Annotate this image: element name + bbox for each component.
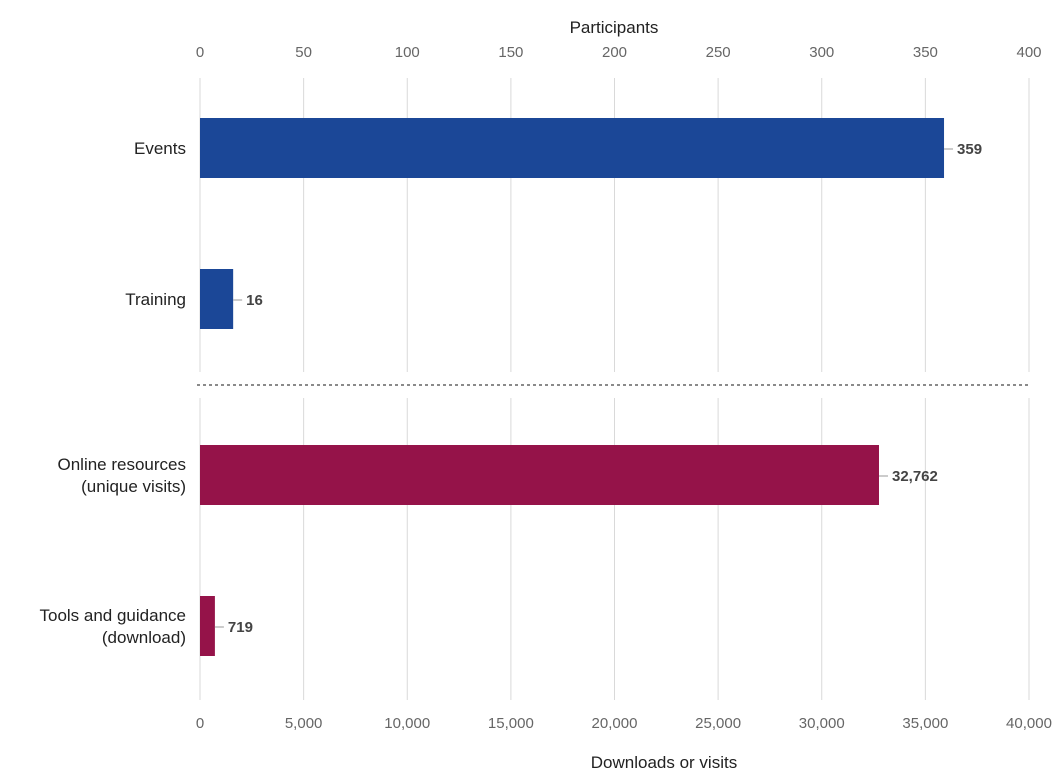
downloads-tick-label: 0 — [196, 715, 204, 732]
category-label-line: Events — [134, 139, 186, 158]
downloads-tick-label: 35,000 — [902, 715, 948, 732]
value-label: 16 — [246, 292, 263, 309]
participants-tick-label: 100 — [395, 44, 420, 61]
participants-tick-label: 50 — [295, 44, 312, 61]
participants-bar — [200, 118, 945, 178]
category-label-line: Online resources — [57, 455, 186, 474]
value-label: 32,762 — [892, 468, 938, 485]
downloads-bar — [200, 445, 879, 505]
downloads-tick-label: 5,000 — [285, 715, 323, 732]
category-label-line: (unique visits) — [81, 477, 186, 496]
value-label: 719 — [228, 619, 253, 636]
participants-tick-label: 200 — [602, 44, 627, 61]
category-label-line: Training — [125, 290, 186, 309]
participants-bar — [200, 269, 234, 329]
participants-tick-label: 300 — [809, 44, 834, 61]
bottom-axis-title: Downloads or visits — [591, 753, 737, 769]
label-layer: 0 50 100 150 200 250 300 350 400 Events 359 Trainin… — [39, 44, 1051, 732]
top-axis-title: Participants — [570, 18, 659, 37]
downloads-bar — [200, 596, 215, 656]
participants-tick-label: 150 — [498, 44, 523, 61]
participants-tick-label: 0 — [196, 44, 204, 61]
downloads-tick-label: 25,000 — [695, 715, 741, 732]
category-label: Tools and guidance (download) — [39, 606, 186, 647]
participants-tick-label: 250 — [706, 44, 731, 61]
category-label: Events — [134, 139, 186, 158]
category-label: Online resources (unique visits) — [57, 455, 186, 496]
downloads-tick-label: 15,000 — [488, 715, 534, 732]
downloads-tick-label: 20,000 — [592, 715, 638, 732]
downloads-tick-label: 10,000 — [384, 715, 430, 732]
category-label-line: Tools and guidance — [39, 606, 186, 625]
bar-layer — [200, 118, 945, 656]
category-label: Training — [125, 290, 186, 309]
downloads-tick-label: 40,000 — [1006, 715, 1052, 732]
category-label-line: (download) — [102, 628, 186, 647]
participants-tick-label: 400 — [1016, 44, 1041, 61]
downloads-tick-label: 30,000 — [799, 715, 845, 732]
participants-tick-label: 350 — [913, 44, 938, 61]
value-label: 359 — [957, 141, 982, 158]
